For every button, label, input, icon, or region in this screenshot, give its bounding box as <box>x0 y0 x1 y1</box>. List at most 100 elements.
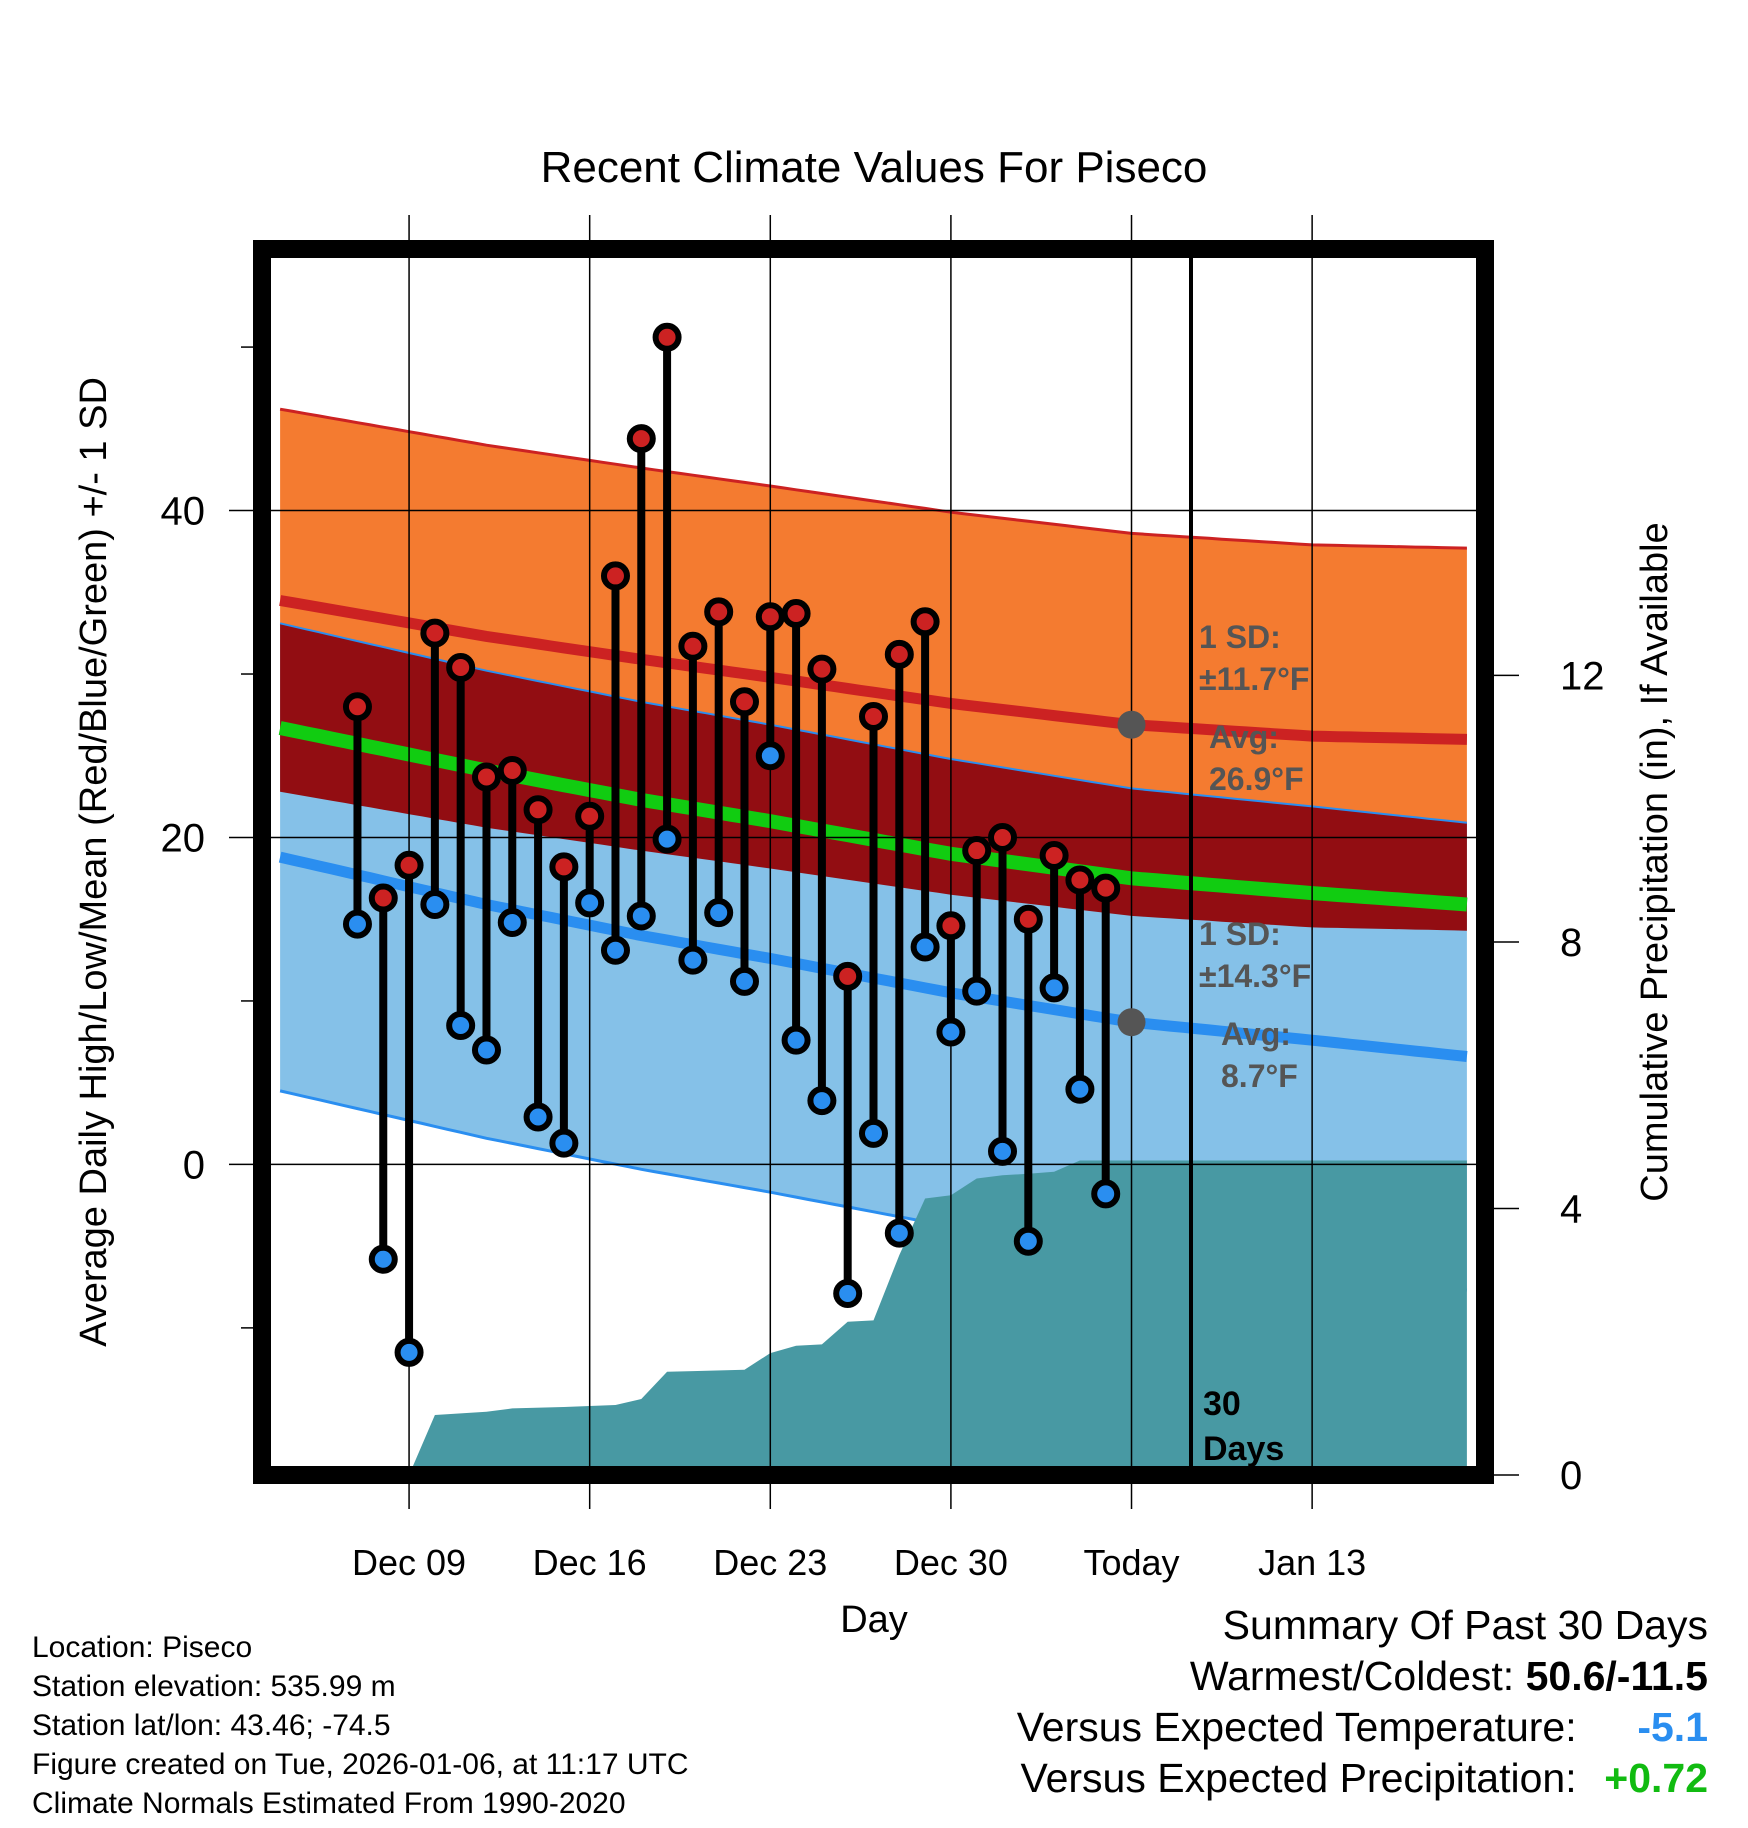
low-point <box>1091 1179 1121 1209</box>
cumulative-precip-area <box>409 1160 1467 1475</box>
high-point <box>497 755 527 785</box>
chart-title: Recent Climate Values For Piseco <box>541 143 1208 192</box>
low-avg-value: 8.7°F <box>1221 1058 1298 1094</box>
high-avg-label: Avg: <box>1209 719 1279 755</box>
low-point <box>497 907 527 937</box>
summary-extremes: Warmest/Coldest: 50.6/-11.5 <box>1017 1651 1708 1702</box>
high-sd-value: ±11.7°F <box>1199 661 1309 697</box>
low-point <box>807 1086 837 1116</box>
location-text: Location: Piseco <box>32 1631 253 1664</box>
low-point <box>678 945 708 975</box>
y-tick-label: 20 <box>161 816 206 860</box>
today-high-normal-marker <box>1117 710 1146 739</box>
low-point <box>446 1010 476 1040</box>
low-point <box>1013 1226 1043 1256</box>
y-tick-label: 40 <box>161 490 206 534</box>
low-point <box>368 1244 398 1274</box>
low-point <box>523 1102 553 1132</box>
high-point <box>859 702 888 732</box>
low-point <box>394 1337 424 1367</box>
high-point <box>471 762 501 792</box>
low-point <box>884 1218 914 1248</box>
y2-axis-label: Cumulative Precipitation (in), If Availa… <box>1634 522 1676 1201</box>
normal-high-line <box>279 595 1468 745</box>
daily-high-points <box>342 322 1121 991</box>
high-point <box>729 687 759 717</box>
low-point <box>781 1025 811 1055</box>
y2-tick-label: 0 <box>1560 1454 1582 1498</box>
low-point <box>833 1279 863 1309</box>
y-axis-label: Average Daily High/Low/Mean (Red/Blue/Gr… <box>73 377 115 1347</box>
created-text: Figure created on Tue, 2026-01-06, at 11… <box>32 1748 689 1781</box>
low-point <box>755 741 785 771</box>
temp-label: Versus Expected Temperature: <box>1016 1704 1577 1750</box>
high-point <box>704 597 734 627</box>
high-point <box>755 602 785 632</box>
low-point <box>1065 1074 1095 1104</box>
low-point <box>420 890 450 920</box>
high-point <box>342 692 372 722</box>
y2-tick-label: 12 <box>1560 654 1605 698</box>
high-avg-value: 26.9°F <box>1209 761 1304 797</box>
summary-temp: Versus Expected Temperature: -5.1 <box>1017 1702 1708 1753</box>
high-point <box>884 639 914 669</box>
x-axis-label: Day <box>840 1599 908 1641</box>
plot-area: 1 SD: ±11.7°F Avg: 26.9°F 1 SD: ±14.3°F … <box>262 249 1485 1475</box>
y2-tick-label: 4 <box>1560 1187 1582 1231</box>
y-tick-label: 0 <box>183 1143 205 1187</box>
extremes-label: Warmest/Coldest: <box>1189 1653 1515 1699</box>
low-point <box>652 824 682 854</box>
plot-frame <box>253 240 1494 1484</box>
high-point <box>652 322 682 352</box>
normals-text: Climate Normals Estimated From 1990-2020 <box>32 1787 626 1820</box>
high-point <box>678 631 708 661</box>
days-count-word: Days <box>1203 1430 1284 1468</box>
x-tick-label: Today <box>1083 1542 1179 1583</box>
high-point <box>549 852 579 882</box>
precip-value: +0.72 <box>1604 1755 1708 1801</box>
high-point <box>833 961 863 991</box>
x-tick-label: Dec 23 <box>713 1542 827 1583</box>
low-point <box>729 966 759 996</box>
high-point <box>446 652 476 682</box>
high-point <box>936 911 966 941</box>
high-point <box>962 836 992 866</box>
low-point <box>471 1035 501 1065</box>
elevation-text: Station elevation: 535.99 m <box>32 1670 396 1703</box>
high-point <box>368 883 398 913</box>
high-point <box>600 561 630 591</box>
high-point <box>1039 840 1069 870</box>
high-point <box>910 607 940 637</box>
latlon-text: Station lat/lon: 43.46; -74.5 <box>32 1709 391 1742</box>
high-sd-upper-line <box>279 407 1467 550</box>
high-point <box>1065 865 1095 895</box>
low-point <box>859 1118 888 1148</box>
high-point <box>781 599 811 629</box>
high-sd-label: 1 SD: <box>1199 619 1281 655</box>
low-sd-label: 1 SD: <box>1199 916 1281 952</box>
low-point <box>600 935 630 965</box>
temp-value: -5.1 <box>1637 1704 1708 1750</box>
high-point <box>420 618 450 648</box>
annotations: 1 SD: ±11.7°F Avg: 26.9°F 1 SD: ±14.3°F … <box>1199 619 1311 1094</box>
low-point <box>575 888 605 918</box>
low-point <box>342 909 372 939</box>
low-point <box>549 1128 579 1158</box>
high-point <box>1091 873 1121 903</box>
summary-panel: Summary Of Past 30 Days Warmest/Coldest:… <box>1017 1600 1708 1804</box>
high-point <box>807 654 837 684</box>
high-point <box>988 822 1018 852</box>
today-low-normal-marker <box>1117 1008 1146 1037</box>
high-point <box>1013 904 1043 934</box>
summary-precip: Versus Expected Precipitation: +0.72 <box>1017 1753 1709 1804</box>
x-tick-label: Dec 16 <box>533 1542 647 1583</box>
low-point <box>962 976 992 1006</box>
high-point <box>394 850 424 880</box>
summary-title: Summary Of Past 30 Days <box>1222 1602 1708 1648</box>
high-point <box>523 795 553 825</box>
low-point <box>626 901 656 931</box>
daily-range-stems <box>353 337 1110 1353</box>
axes: Dec 09 Dec 16 Dec 23 Dec 30 Today Jan 1302040… <box>161 215 1605 1583</box>
high-point <box>575 801 605 831</box>
